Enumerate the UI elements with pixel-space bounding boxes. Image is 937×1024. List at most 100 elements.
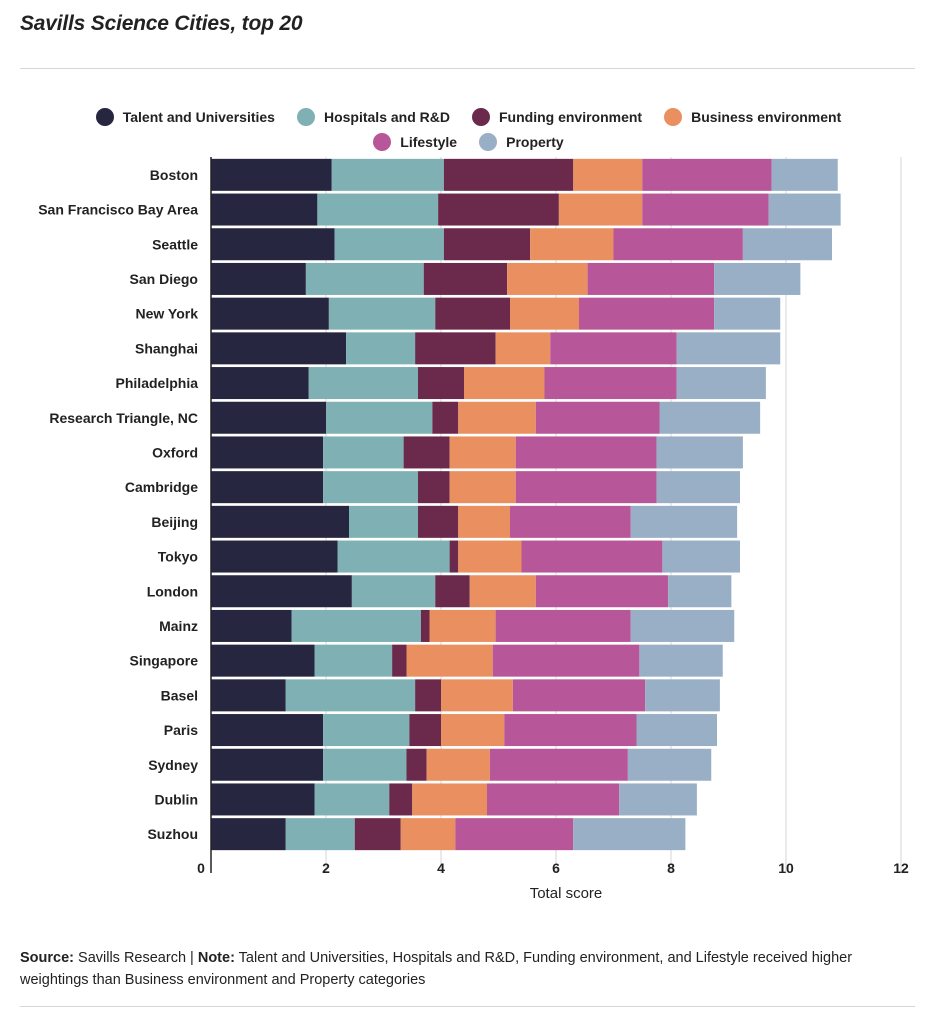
category-label: Cambridge — [125, 479, 198, 495]
bar-tokyo-hospitals-and-r-d — [337, 540, 450, 573]
bar-seattle-talent-and-universities — [211, 228, 335, 261]
bar-london-funding-environment — [435, 575, 470, 608]
bar-dublin-talent-and-universities — [211, 783, 315, 816]
category-label: Beijing — [151, 514, 198, 530]
bar-singapore-property — [639, 644, 723, 677]
legend-swatch-business — [664, 107, 683, 126]
bar-basel-funding-environment — [415, 679, 441, 712]
bar-tokyo-property — [662, 540, 740, 573]
bar-dublin-property — [619, 783, 697, 816]
bar-singapore-business-environment — [406, 644, 493, 677]
category-label: Tokyo — [158, 549, 198, 565]
category-label: Sydney — [148, 757, 198, 773]
legend-item-property: Property — [479, 132, 564, 151]
legend: Talent and Universities Hospitals and R&… — [0, 104, 937, 154]
bar-tokyo-business-environment — [458, 540, 522, 573]
bar-suzhou-lifestyle — [455, 818, 574, 851]
category-label: San Francisco Bay Area — [38, 202, 198, 218]
bar-paris-hospitals-and-r-d — [323, 714, 410, 747]
bar-suzhou-hospitals-and-r-d — [285, 818, 355, 851]
bar-new-york-funding-environment — [435, 297, 510, 330]
legend-label-funding: Funding environment — [498, 108, 643, 125]
bar-london-hospitals-and-r-d — [351, 575, 436, 608]
legend-item-lifestyle: Lifestyle — [373, 132, 458, 151]
bar-singapore-talent-and-universities — [211, 644, 315, 677]
bar-tokyo-talent-and-universities — [211, 540, 338, 573]
bar-suzhou-funding-environment — [354, 818, 401, 851]
bar-san-francisco-bay-area-business-environment — [558, 193, 643, 226]
bar-london-talent-and-universities — [211, 575, 352, 608]
note-text: Talent and Universities, Hospitals and R… — [20, 950, 853, 988]
category-label: Philadelphia — [116, 375, 199, 391]
bar-sydney-property — [627, 748, 712, 781]
legend-item-talent: Talent and Universities — [95, 107, 275, 126]
bar-seattle-property — [742, 228, 832, 261]
note-label: Note: — [197, 950, 235, 966]
bar-oxford-business-environment — [449, 436, 516, 469]
bar-seattle-lifestyle — [613, 228, 743, 261]
legend-label-business: Business environment — [691, 108, 842, 125]
bar-sydney-funding-environment — [406, 748, 427, 781]
source-note: Source: Savills Research | Note: Talent … — [20, 947, 915, 991]
bar-dublin-hospitals-and-r-d — [314, 783, 390, 816]
bar-shanghai-hospitals-and-r-d — [346, 332, 416, 365]
category-label: Basel — [161, 687, 198, 703]
category-label: Boston — [150, 167, 198, 183]
bar-san-francisco-bay-area-funding-environment — [438, 193, 559, 226]
bar-beijing-hospitals-and-r-d — [349, 505, 418, 538]
top-divider — [20, 68, 915, 69]
bar-research-triangle-nc-talent-and-universities — [211, 401, 326, 434]
bar-oxford-funding-environment — [403, 436, 450, 469]
bar-beijing-lifestyle — [510, 505, 631, 538]
bar-paris-talent-and-universities — [211, 714, 324, 747]
bar-philadelphia-talent-and-universities — [211, 367, 309, 400]
bar-oxford-property — [656, 436, 743, 469]
bar-research-triangle-nc-lifestyle — [535, 401, 660, 434]
bar-oxford-hospitals-and-r-d — [323, 436, 404, 469]
bar-new-york-hospitals-and-r-d — [328, 297, 436, 330]
category-label: Singapore — [130, 653, 199, 669]
bar-philadelphia-business-environment — [464, 367, 545, 400]
bar-boston-talent-and-universities — [211, 158, 332, 191]
legend-row-2: Lifestyle Property — [0, 129, 937, 154]
category-label: Shanghai — [135, 340, 198, 356]
bar-philadelphia-hospitals-and-r-d — [308, 367, 418, 400]
bar-san-diego-business-environment — [507, 262, 588, 295]
x-tick-label: 4 — [437, 860, 445, 876]
bar-research-triangle-nc-property — [659, 401, 761, 434]
bar-singapore-hospitals-and-r-d — [314, 644, 393, 677]
bar-mainz-funding-environment — [420, 609, 430, 642]
bar-beijing-property — [630, 505, 738, 538]
bar-dublin-lifestyle — [487, 783, 620, 816]
bar-london-property — [668, 575, 732, 608]
x-tick-label: 0 — [197, 860, 205, 876]
bar-boston-hospitals-and-r-d — [331, 158, 444, 191]
bar-san-diego-funding-environment — [423, 262, 508, 295]
bar-san-diego-talent-and-universities — [211, 262, 306, 295]
legend-label-lifestyle: Lifestyle — [400, 133, 458, 150]
bar-suzhou-business-environment — [400, 818, 456, 851]
bar-san-francisco-bay-area-talent-and-universities — [211, 193, 318, 226]
bar-seattle-business-environment — [530, 228, 614, 261]
bar-sydney-lifestyle — [489, 748, 628, 781]
bar-shanghai-property — [676, 332, 781, 365]
bar-dublin-business-environment — [412, 783, 487, 816]
x-tick-label: 10 — [778, 860, 794, 876]
bar-new-york-business-environment — [510, 297, 579, 330]
bar-boston-lifestyle — [642, 158, 772, 191]
bar-new-york-talent-and-universities — [211, 297, 329, 330]
bar-sydney-hospitals-and-r-d — [323, 748, 407, 781]
bar-mainz-business-environment — [429, 609, 496, 642]
bar-new-york-property — [714, 297, 781, 330]
bar-san-francisco-bay-area-hospitals-and-r-d — [317, 193, 439, 226]
legend-swatch-hospitals — [296, 107, 315, 126]
bar-research-triangle-nc-business-environment — [458, 401, 536, 434]
bar-mainz-hospitals-and-r-d — [291, 609, 421, 642]
bar-philadelphia-funding-environment — [418, 367, 464, 400]
category-label: Oxford — [152, 444, 198, 460]
bar-tokyo-funding-environment — [449, 540, 459, 573]
legend-item-hospitals: Hospitals and R&D — [296, 107, 450, 126]
bar-san-francisco-bay-area-lifestyle — [642, 193, 769, 226]
legend-label-talent: Talent and Universities — [122, 108, 275, 125]
bar-cambridge-hospitals-and-r-d — [323, 471, 418, 504]
